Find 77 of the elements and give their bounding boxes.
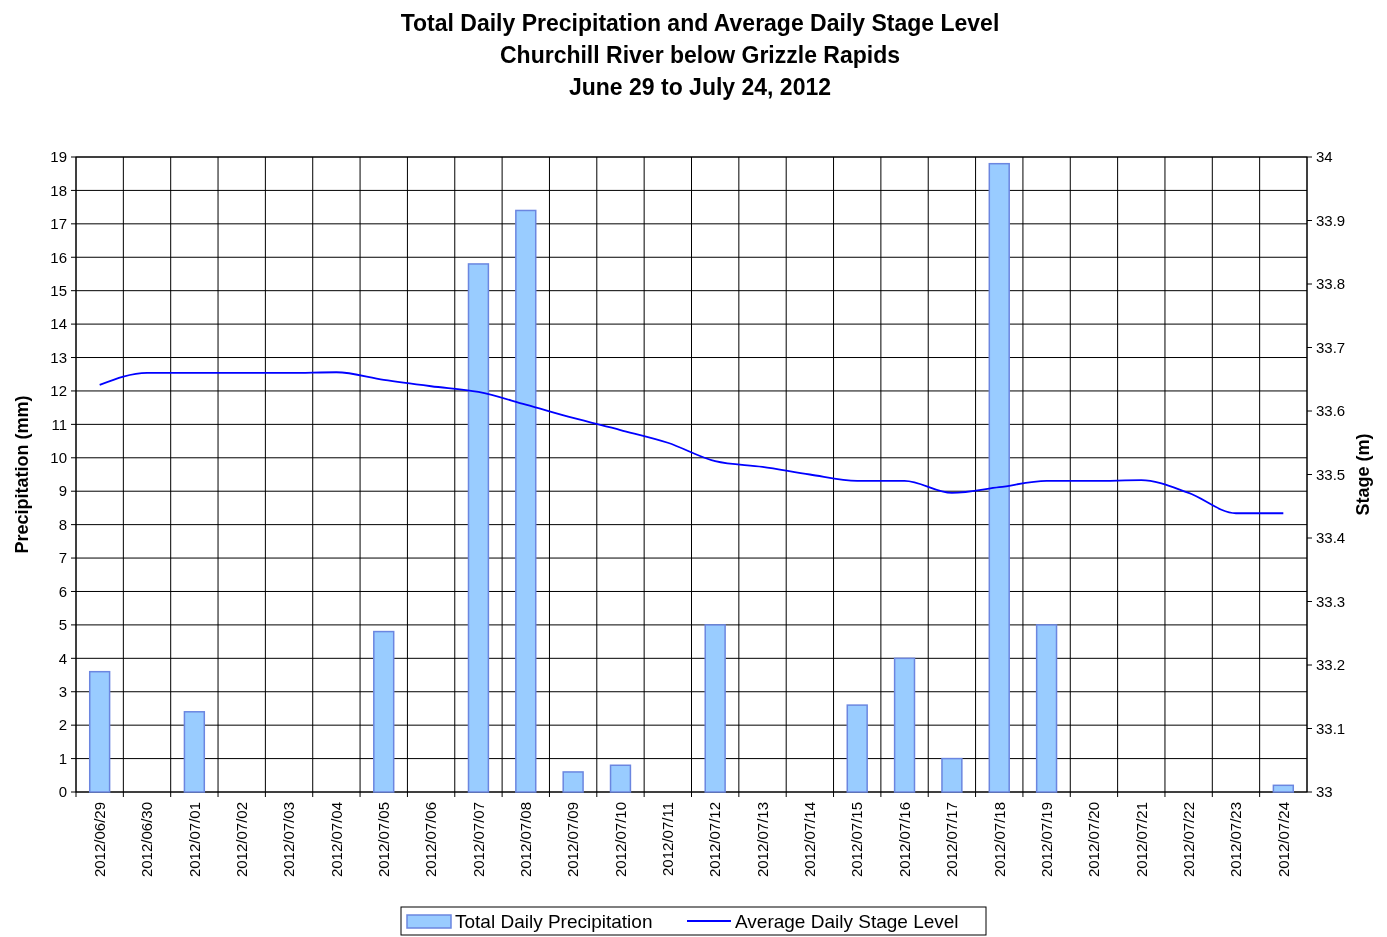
y2-tick-label: 33.5 xyxy=(1316,465,1346,483)
x-tick-label: 2012/07/10 xyxy=(611,802,629,878)
x-tick-label: 2012/07/12 xyxy=(706,802,724,878)
y-tick-label: 4 xyxy=(58,649,67,667)
y-tick-label: 3 xyxy=(58,682,67,700)
y-tick-label: 7 xyxy=(58,549,67,567)
y-tick-label: 5 xyxy=(58,616,67,634)
x-tick-label: 2012/06/30 xyxy=(138,802,156,878)
x-tick-label: 2012/07/14 xyxy=(801,802,819,878)
bar xyxy=(373,630,395,793)
legend-label: Total Daily Precipitation xyxy=(455,910,653,932)
y-tick-label: 6 xyxy=(58,582,67,600)
x-tick-label: 2012/07/22 xyxy=(1179,802,1197,878)
bar xyxy=(515,209,537,793)
y-tick-label: 14 xyxy=(50,315,67,333)
x-tick-label: 2012/06/29 xyxy=(90,802,108,878)
x-tick-label: 2012/07/21 xyxy=(1132,802,1150,878)
y-tick-label: 12 xyxy=(50,382,67,400)
y-tick-label: 15 xyxy=(50,281,67,299)
y-tick-label: 13 xyxy=(50,348,67,366)
x-tick-label: 2012/07/05 xyxy=(375,802,392,878)
y-tick-label: 0 xyxy=(58,783,67,801)
x-tick-label: 2012/07/03 xyxy=(280,802,298,878)
y-tick-label: 19 xyxy=(50,148,67,166)
x-tick-label: 2012/07/18 xyxy=(990,802,1008,878)
y2-tick-label: 33.9 xyxy=(1316,211,1346,229)
x-tick-label: 2012/07/01 xyxy=(185,802,203,878)
y2-tick-label: 33.3 xyxy=(1316,592,1346,610)
y2-tick-label: 33.4 xyxy=(1316,529,1346,547)
y-tick-label: 18 xyxy=(50,181,67,199)
y2-tick-label: 33.1 xyxy=(1316,719,1346,737)
y2-tick-label: 33 xyxy=(1316,783,1333,801)
x-tick-label: 2012/07/16 xyxy=(895,802,913,878)
chart-title: Total Daily Precipitation and Average Daily Stage Level Churchill River below Grizzle Rapids June 29 to July 24, 2012 xyxy=(400,10,1000,100)
x-tick-label: 2012/07/09 xyxy=(564,802,582,878)
x-tick-label: 2012/07/23 xyxy=(1227,802,1245,878)
x-tick-label: 2012/07/20 xyxy=(1085,802,1103,878)
x-tick-label: 2012/07/13 xyxy=(753,802,771,878)
y2-tick-label: 33.7 xyxy=(1316,338,1346,356)
x-tick-label: 2012/07/02 xyxy=(232,802,250,878)
bar xyxy=(1272,784,1295,793)
y2-tick-label: 33.2 xyxy=(1316,656,1346,674)
x-tick-label: 2012/07/24 xyxy=(1274,802,1292,878)
x-tick-label: 2012/07/07 xyxy=(469,802,487,878)
bar xyxy=(609,764,632,793)
bar xyxy=(893,657,916,793)
bar xyxy=(467,263,490,793)
y-axis-title: Precipitation (mm) xyxy=(12,395,32,554)
x-tick-label: 2012/07/04 xyxy=(327,802,345,878)
bar xyxy=(846,704,868,793)
bar xyxy=(562,771,584,793)
x-tick-label: 2012/07/06 xyxy=(422,802,440,878)
y2-tick-label: 33.8 xyxy=(1316,275,1346,293)
bar xyxy=(88,670,111,793)
bar xyxy=(704,624,726,793)
x-tick-label: 2012/07/15 xyxy=(848,802,866,878)
legend-label: Average Daily Stage Level xyxy=(735,910,959,932)
x-tick-label: 2012/07/19 xyxy=(1037,802,1055,878)
y-tick-label: 1 xyxy=(58,749,67,767)
bar xyxy=(1035,624,1058,793)
y-tick-label: 8 xyxy=(58,515,67,533)
y2-axis-title: Stage (m) xyxy=(1353,433,1373,516)
x-tick-label: 2012/07/11 xyxy=(659,802,677,876)
y-tick-label: 2 xyxy=(58,716,67,734)
bar xyxy=(941,757,963,793)
y-tick-label: 10 xyxy=(50,449,67,467)
y-tick-label: 9 xyxy=(58,482,67,500)
y-tick-label: 17 xyxy=(50,215,67,233)
x-tick-label: 2012/07/08 xyxy=(517,802,535,878)
bar xyxy=(988,162,1010,793)
y-tick-label: 11 xyxy=(51,415,67,433)
line-series xyxy=(98,371,1285,515)
y-tick-label: 16 xyxy=(50,248,67,266)
x-tick-label: 2012/07/17 xyxy=(943,802,961,878)
y2-tick-label: 33.6 xyxy=(1316,402,1346,420)
bar xyxy=(183,711,206,793)
y2-tick-label: 34 xyxy=(1316,148,1333,166)
